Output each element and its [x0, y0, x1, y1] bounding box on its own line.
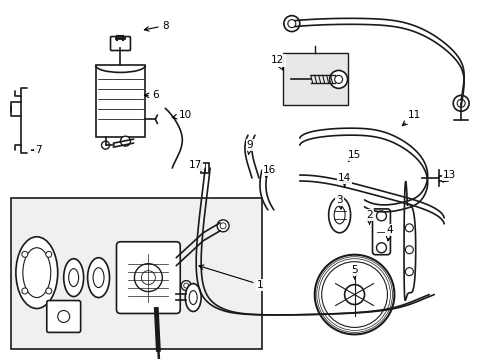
Ellipse shape	[68, 269, 79, 287]
Bar	[282, 54, 347, 105]
Circle shape	[22, 251, 28, 257]
Text: 1: 1	[199, 265, 263, 289]
Ellipse shape	[333, 206, 345, 224]
Ellipse shape	[328, 197, 350, 233]
Ellipse shape	[185, 284, 201, 311]
Bar	[201, 163, 209, 173]
Text: 9: 9	[246, 140, 253, 154]
Text: 3: 3	[336, 195, 342, 209]
Text: 5: 5	[350, 265, 357, 279]
Circle shape	[287, 20, 295, 28]
Circle shape	[405, 246, 412, 254]
Text: 11: 11	[402, 110, 420, 126]
Text: 16: 16	[263, 165, 276, 177]
Circle shape	[329, 71, 347, 88]
Ellipse shape	[87, 258, 109, 298]
Ellipse shape	[16, 237, 58, 309]
Circle shape	[405, 224, 412, 232]
Text: 17: 17	[188, 160, 203, 170]
Circle shape	[181, 280, 191, 291]
Ellipse shape	[93, 268, 104, 288]
Text: 13: 13	[442, 170, 455, 182]
Circle shape	[183, 283, 188, 288]
Circle shape	[217, 220, 228, 232]
Ellipse shape	[23, 248, 51, 298]
Ellipse shape	[189, 291, 197, 305]
Circle shape	[134, 264, 162, 292]
Circle shape	[321, 262, 386, 328]
Text: 4: 4	[386, 225, 392, 241]
FancyBboxPatch shape	[372, 209, 389, 255]
FancyBboxPatch shape	[110, 37, 130, 50]
Text: 7: 7	[32, 145, 42, 155]
Bar	[11, 198, 262, 349]
Text: 15: 15	[347, 150, 361, 161]
Text: 8: 8	[144, 21, 168, 31]
Circle shape	[120, 136, 130, 146]
Text: 12: 12	[271, 55, 284, 70]
Circle shape	[405, 268, 412, 276]
Circle shape	[46, 251, 52, 257]
Circle shape	[22, 288, 28, 294]
Circle shape	[102, 141, 109, 149]
FancyBboxPatch shape	[116, 242, 180, 314]
Circle shape	[220, 223, 225, 229]
FancyBboxPatch shape	[47, 301, 81, 332]
Circle shape	[141, 271, 155, 285]
Circle shape	[456, 99, 464, 107]
Circle shape	[344, 285, 364, 305]
Circle shape	[452, 95, 468, 111]
Circle shape	[376, 211, 386, 221]
Circle shape	[314, 255, 394, 334]
Bar	[95, 66, 145, 137]
Text: 2: 2	[366, 210, 372, 224]
Circle shape	[58, 310, 69, 323]
Text: 10: 10	[172, 110, 191, 120]
Ellipse shape	[63, 259, 83, 297]
Text: 14: 14	[337, 173, 350, 187]
Circle shape	[46, 288, 52, 294]
Circle shape	[376, 243, 386, 253]
Text: 6: 6	[144, 90, 158, 100]
Circle shape	[283, 15, 299, 32]
Circle shape	[334, 75, 342, 84]
